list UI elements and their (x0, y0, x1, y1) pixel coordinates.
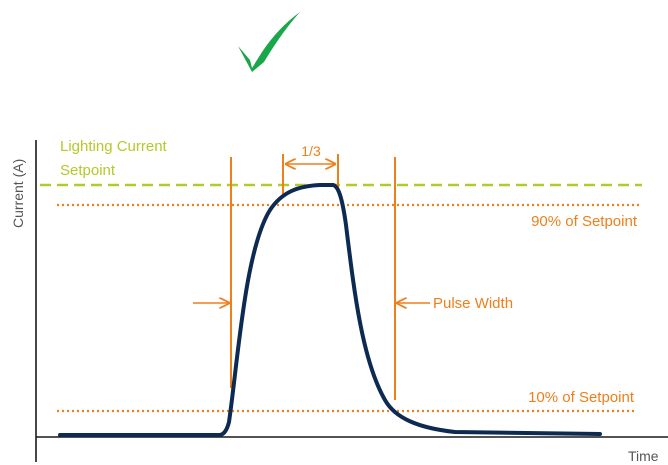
setpoint-label-line2: Setpoint (60, 162, 116, 179)
checkmark-icon (238, 12, 300, 72)
ninety-percent-label: 90% of Setpoint (531, 213, 638, 230)
setpoint-label-line1: Lighting Current (60, 138, 168, 155)
ten-percent-label: 10% of Setpoint (528, 389, 635, 406)
pulse-width-label: Pulse Width (433, 295, 513, 312)
x-axis-label: Time (628, 448, 659, 464)
top-width-label: 1/3 (301, 143, 321, 159)
pulse-curve (58, 183, 602, 437)
y-axis-label: Current (A) (10, 159, 26, 228)
